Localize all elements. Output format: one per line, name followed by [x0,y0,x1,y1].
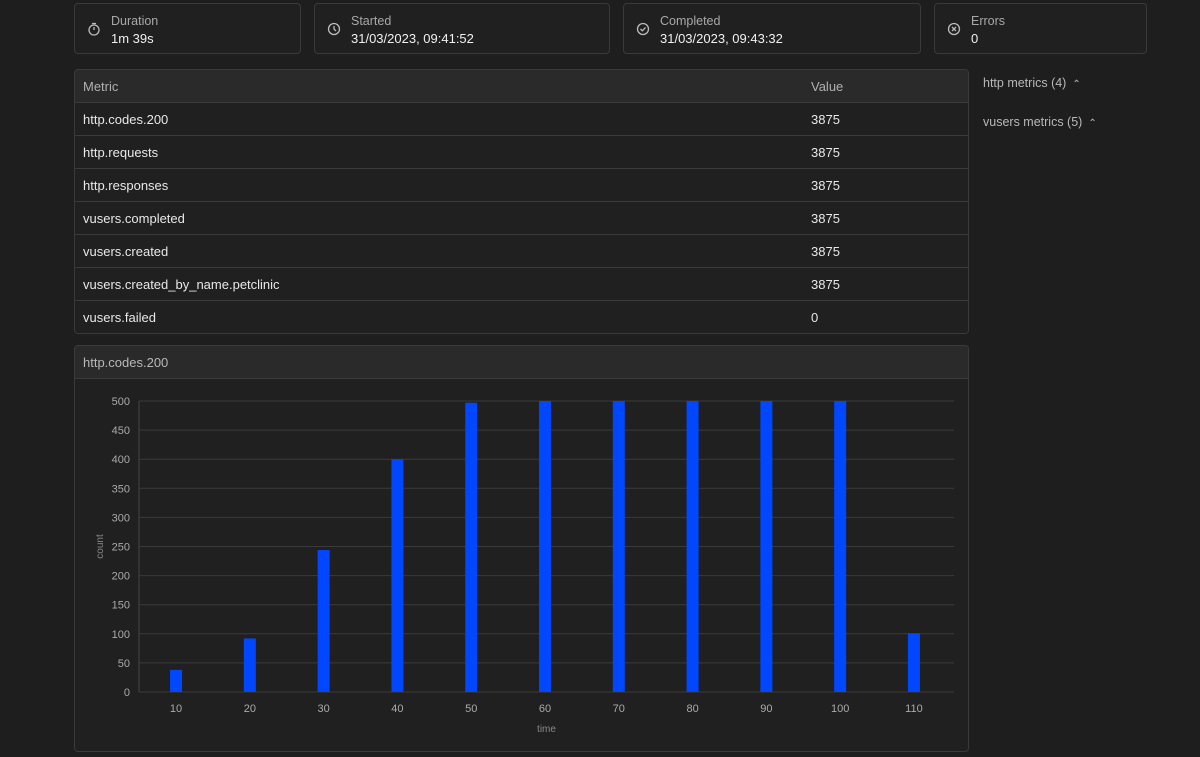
metrics-table: Metric Value http.codes.200 3875 http.reques… [74,69,969,334]
table-row: vusers.created 3875 [75,234,968,267]
bar-chart: 0 50 100 150 200 250 300 350 400 450 500 10 20 30 40 50… [95,396,954,735]
y-tick-label: 150 [112,600,130,612]
table-row: http.codes.200 3875 [75,102,968,135]
metric-group-toggle[interactable]: http metrics (4) ⌃ [983,76,1081,90]
y-tick-label: 500 [112,396,130,408]
metric-name: vusers.created_by_name.petclinic [83,277,280,292]
y-tick-label: 450 [112,425,130,437]
table-row: vusers.completed 3875 [75,201,968,234]
chevron-up-icon: ⌃ [1072,79,1081,90]
column-header-value[interactable]: Value [811,79,844,94]
metric-name: vusers.created [83,244,169,259]
x-tick-label: 100 [831,703,849,715]
chart-title: http.codes.200 [75,346,968,379]
metric-value: 3875 [811,178,840,193]
x-tick-label: 70 [613,703,625,715]
y-tick-label: 300 [112,512,130,524]
bar-90 [760,401,773,692]
x-tick-label: 60 [539,703,551,715]
card-label: Errors [971,14,1006,28]
bar-80 [686,401,699,692]
bar-30 [317,549,330,692]
y-tick-label: 50 [118,658,130,670]
group-label: vusers metrics (5) [983,115,1083,129]
summary-card-started: Started 31/03/2023, 09:41:52 [314,3,610,54]
bar-40 [391,459,404,692]
metric-value: 0 [811,310,819,325]
x-tick-label: 110 [905,703,923,715]
summary-card-completed: Completed 31/03/2023, 09:43:32 [623,3,921,54]
card-value: 1m 39s [111,31,154,46]
card-label: Completed [660,14,721,28]
metric-name: http.responses [83,178,169,193]
bar-100 [834,401,847,692]
y-tick-label: 100 [112,629,130,641]
column-header-metric[interactable]: Metric [83,79,119,94]
x-tick-label: 40 [391,703,403,715]
x-tick-label: 30 [318,703,330,715]
table-row: vusers.failed 0 [75,300,968,333]
card-value: 31/03/2023, 09:41:52 [351,31,474,46]
table-row: http.responses 3875 [75,168,968,201]
y-tick-label: 250 [112,542,130,554]
metric-name: vusers.completed [83,211,185,226]
card-value: 31/03/2023, 09:43:32 [660,31,783,46]
table-row: http.requests 3875 [75,135,968,168]
bar-60 [539,401,551,692]
y-tick-label: 200 [112,571,130,583]
bar-20 [243,638,256,692]
bar-50 [465,402,478,692]
table-row: vusers.created_by_name.petclinic 3875 [75,267,968,300]
stopwatch-icon [88,22,100,36]
x-tick-label: 50 [465,703,477,715]
metric-value: 3875 [811,112,840,127]
check-circle-icon [636,22,650,36]
table-header: Metric Value [75,70,968,102]
bar-70 [612,401,625,692]
x-tick-label: 20 [244,703,256,715]
metric-name: http.requests [83,145,159,160]
x-tick-label: 80 [686,703,698,715]
chevron-up-icon: ⌃ [1088,118,1097,129]
y-axis-label: count [95,534,106,559]
summary-card-errors: Errors 0 [934,3,1147,54]
metric-name: http.codes.200 [83,112,169,127]
x-axis-label: time [537,724,556,735]
bar-10 [170,669,183,692]
bar-110 [907,633,920,692]
metric-value: 3875 [811,211,840,226]
card-label: Started [351,14,392,28]
y-tick-label: 400 [112,454,130,466]
chart-panel: http.codes.200 0 50 100 150 200 250 300 350 400 4… [74,345,969,752]
card-value: 0 [971,31,979,46]
x-tick-label: 10 [170,703,182,715]
x-circle-icon [947,22,961,36]
metric-name: vusers.failed [83,310,156,325]
clock-icon [327,22,341,36]
metric-value: 3875 [811,277,840,292]
x-tick-label: 90 [760,703,772,715]
metric-value: 3875 [811,145,840,160]
summary-card-duration: Duration 1m 39s [74,3,301,54]
group-label: http metrics (4) [983,76,1067,90]
y-tick-label: 350 [112,483,130,495]
metric-group-toggle[interactable]: vusers metrics (5) ⌃ [983,115,1097,129]
metric-value: 3875 [811,244,840,259]
card-label: Duration [111,14,159,28]
y-tick-label: 0 [124,687,130,699]
